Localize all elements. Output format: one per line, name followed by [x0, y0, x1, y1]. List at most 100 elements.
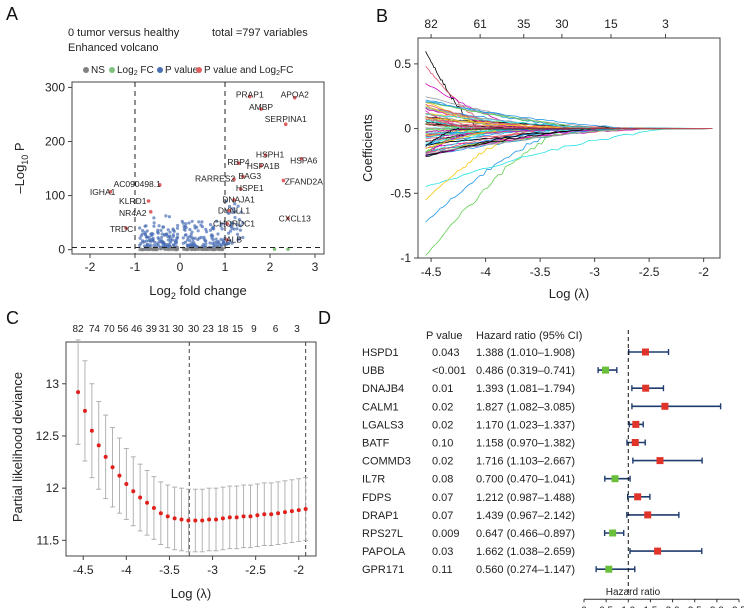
deviance-point — [255, 513, 260, 518]
forest-hr-marker — [642, 384, 650, 392]
deviance-point — [289, 509, 294, 514]
volcano-x-tick-label: -2 — [85, 260, 96, 274]
volcano-point — [236, 204, 240, 208]
volcano-point — [157, 224, 161, 228]
deviance-point — [303, 507, 308, 512]
forest-hr-marker — [611, 475, 619, 483]
forest-pvalue: 0.02 — [432, 401, 453, 413]
volcano-gene-label: BAG3 — [238, 171, 261, 181]
deviance-point — [234, 515, 239, 520]
volcano-gene-point — [236, 161, 241, 165]
volcano-point — [151, 232, 155, 236]
panel-a-volcano: 0 tumor versus healthy total =797 variab… — [12, 27, 325, 301]
volcano-point — [216, 232, 220, 236]
volcano-point — [272, 247, 277, 251]
volcano-gene-label: HSPA6 — [290, 155, 318, 165]
deviance-point — [145, 500, 150, 505]
volcano-point — [156, 244, 161, 248]
forest-hr-text: 0.486 (0.319–0.741) — [476, 365, 575, 377]
coef-top-tick-label: 61 — [473, 17, 487, 31]
panel-letter-a: A — [6, 4, 18, 24]
forest-pvalue: 0.01 — [432, 383, 453, 395]
forest-hr-marker — [644, 511, 652, 519]
volcano-gene-point — [232, 177, 236, 182]
forest-hr-marker — [609, 529, 617, 537]
forest-hr-marker — [631, 439, 639, 446]
forest-pvalue: <0.001 — [432, 365, 466, 377]
coef-path-line — [425, 117, 713, 130]
deviance-point — [186, 518, 191, 523]
volcano-gene-point — [146, 199, 151, 203]
volcano-point — [157, 237, 161, 241]
coef-y-tick-label: -1 — [400, 251, 411, 265]
volcano-point — [188, 247, 192, 251]
volcano-gene-point — [259, 107, 263, 111]
volcano-gene-point — [281, 178, 286, 183]
deviance-point — [179, 517, 184, 522]
volcano-point — [143, 230, 147, 234]
forest-col-hr: Hazard ratio (95% CI) — [476, 330, 582, 342]
volcano-point — [190, 230, 194, 234]
forest-hr-text: 0.647 (0.466–0.897) — [476, 528, 575, 540]
volcano-gene-label: PRAP1 — [236, 89, 264, 99]
deviance-top-tick-label: 30 — [188, 324, 200, 335]
volcano-point — [226, 231, 231, 235]
volcano-point — [181, 236, 185, 240]
volcano-point — [220, 247, 224, 252]
forest-hr-text: 1.212 (0.987–1.488) — [476, 492, 575, 504]
volcano-point — [230, 221, 234, 225]
volcano-point — [227, 204, 232, 209]
volcano-point — [168, 241, 172, 245]
panel-b-coefficients: -4.5 -4 -3.5 -3 -2.5 -2 0.5 0 -0.5 -1 82 61 35 30 15… — [360, 17, 721, 301]
coef-path-line — [425, 127, 713, 187]
deviance-top-tick-label: 31 — [159, 324, 171, 335]
deviance-top-tick-label: 15 — [232, 324, 244, 335]
volcano-point — [152, 224, 156, 228]
deviance-point — [124, 481, 129, 486]
deviance-top-tick-label: 3 — [294, 324, 300, 335]
volcano-point — [144, 239, 149, 243]
volcano-point — [229, 225, 233, 229]
deviance-top-tick-label: 30 — [173, 324, 185, 335]
volcano-point — [149, 247, 153, 251]
volcano-point — [159, 228, 163, 233]
forest-pvalue: 0.043 — [432, 347, 460, 359]
forest-col-pvalue: P value — [426, 330, 463, 342]
deviance-point — [220, 516, 225, 521]
volcano-point — [235, 227, 239, 231]
volcano-gene-label: IGHA1 — [90, 187, 116, 197]
coef-path-line — [425, 113, 713, 130]
volcano-point — [149, 239, 153, 244]
volcano-point — [163, 233, 167, 237]
deviance-top-tick-label: 74 — [89, 324, 101, 335]
coef-x-axis-title: Log (λ) — [549, 286, 589, 301]
volcano-point — [159, 246, 163, 250]
deviance-point — [103, 454, 108, 459]
volcano-point — [214, 219, 219, 223]
volcano-point — [233, 202, 237, 206]
volcano-point — [145, 242, 150, 246]
forest-pvalue: 0.07 — [432, 492, 453, 504]
deviance-point — [82, 408, 87, 413]
volcano-point — [199, 223, 203, 227]
volcano-gene-point — [238, 187, 243, 191]
volcano-gene-point — [259, 164, 263, 168]
volcano-gene-label: CXCL13 — [279, 213, 311, 223]
volcano-point — [166, 244, 170, 248]
volcano-point — [153, 240, 157, 245]
volcano-gene-label: RBP4 — [227, 157, 249, 167]
volcano-point — [211, 225, 215, 229]
coef-path-line — [425, 115, 713, 130]
deviance-x-tick-label: -4.5 — [73, 563, 94, 577]
volcano-point — [167, 235, 171, 239]
volcano-point — [219, 224, 223, 228]
panel-d-forest: P value Hazard ratio (95% CI) HSPD1 0.043… — [362, 330, 744, 608]
legend-swatch-ns — [83, 67, 89, 73]
coef-path-line — [425, 101, 713, 130]
volcano-gene-label: SERPINA1 — [265, 114, 307, 124]
volcano-point — [205, 230, 209, 234]
volcano-point — [238, 228, 243, 232]
forest-hr-text: 1.158 (0.970–1.382) — [476, 438, 575, 450]
volcano-point — [235, 223, 239, 227]
